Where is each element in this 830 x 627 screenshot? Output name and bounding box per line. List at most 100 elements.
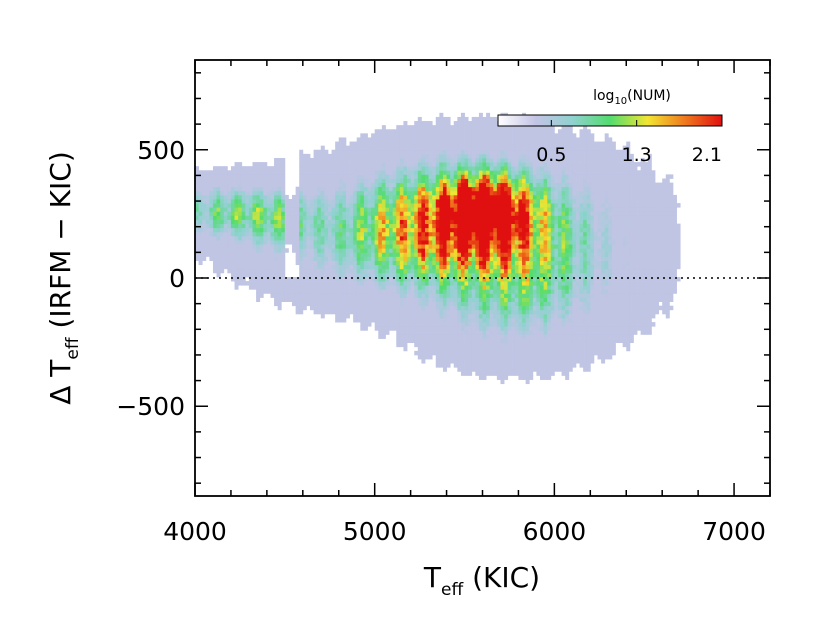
heatmap-cell (428, 194, 433, 200)
heatmap-cell (432, 252, 437, 257)
heatmap-cell (450, 272, 455, 278)
heatmap-cell (561, 268, 566, 274)
heatmap-cell (496, 166, 501, 171)
heatmap-cell (256, 199, 261, 204)
heatmap-cell (288, 211, 293, 216)
heatmap-cell (392, 186, 397, 192)
heatmap-cell (274, 252, 279, 257)
heatmap-cell (532, 199, 537, 204)
heatmap-cell (507, 125, 512, 130)
heatmap-cell (313, 178, 318, 183)
heatmap-cell (241, 264, 246, 270)
heatmap-cell (425, 145, 429, 151)
heatmap-cell (496, 334, 501, 339)
heatmap-cell (435, 116, 440, 122)
heatmap-cell (378, 133, 383, 138)
heatmap-cell (302, 174, 307, 179)
heatmap-cell (464, 342, 469, 348)
heatmap-cell (525, 133, 530, 138)
heatmap-cell (353, 305, 358, 311)
heatmap-cell (565, 211, 570, 216)
heatmap-cell (514, 166, 519, 171)
heatmap-cell (460, 281, 465, 286)
heatmap-cell (568, 125, 573, 130)
heatmap-cell (439, 174, 444, 179)
heatmap-cell (238, 256, 243, 261)
heatmap-cell (504, 141, 509, 147)
heatmap-cell (407, 264, 412, 270)
heatmap-cell (543, 334, 548, 339)
heatmap-cell (504, 235, 509, 241)
heatmap-cell (471, 334, 476, 339)
heatmap-cell (450, 309, 455, 315)
heatmap-cell (471, 313, 476, 319)
heatmap-cell (464, 293, 469, 298)
heatmap-cell (227, 186, 232, 192)
heatmap-cell (475, 322, 480, 327)
heatmap-cell (565, 289, 570, 294)
heatmap-cell (327, 309, 332, 315)
heatmap-cell (435, 285, 440, 290)
heatmap-cell (457, 342, 462, 348)
heatmap-cell (561, 285, 566, 290)
heatmap-cell (460, 342, 465, 348)
heatmap-cell (475, 330, 480, 335)
heatmap-cell (396, 141, 401, 147)
heatmap-cell (550, 322, 555, 327)
heatmap-cell (256, 248, 261, 253)
heatmap-cell (511, 363, 516, 368)
heatmap-cell (313, 256, 318, 261)
heatmap-cell (486, 272, 491, 278)
heatmap-cell (460, 326, 465, 331)
heatmap-cell (471, 276, 476, 282)
heatmap-cell (274, 264, 279, 270)
heatmap-cell (450, 133, 455, 138)
heatmap-cell (547, 334, 552, 339)
heatmap-cell (324, 268, 329, 274)
heatmap-cell (435, 268, 440, 274)
heatmap-cell (500, 190, 505, 196)
heatmap-cell (500, 174, 505, 179)
heatmap-cell (561, 219, 566, 225)
heatmap-cell (349, 157, 354, 163)
heatmap-cell (403, 121, 408, 126)
heatmap-cell (568, 313, 573, 319)
heatmap-cell (514, 289, 519, 294)
heatmap-cell (561, 153, 566, 159)
heatmap-cell (299, 178, 304, 183)
heatmap-cell (439, 157, 444, 163)
heatmap-cell (256, 264, 261, 270)
heatmap-cell (220, 231, 225, 237)
heatmap-cell (478, 363, 483, 368)
heatmap-cell (457, 153, 462, 159)
heatmap-cell (529, 305, 534, 311)
heatmap-cell (522, 244, 527, 249)
heatmap-cell (450, 276, 455, 282)
heatmap-cell (550, 276, 555, 282)
heatmap-cell (468, 244, 473, 249)
heatmap-cell (277, 289, 282, 294)
heatmap-cell (302, 244, 307, 249)
heatmap-cell (550, 207, 555, 212)
heatmap-cell (565, 354, 570, 360)
heatmap-cell (446, 244, 451, 249)
heatmap-cell (486, 129, 491, 134)
heatmap-cell (529, 268, 534, 274)
heatmap-cell (371, 289, 376, 294)
heatmap-cell (230, 199, 235, 204)
heatmap-cell (471, 289, 476, 294)
heatmap-cell (378, 264, 383, 270)
heatmap-cell (428, 190, 433, 196)
heatmap-cell (471, 342, 476, 348)
heatmap-cell (256, 170, 261, 175)
heatmap-cell (256, 289, 261, 294)
heatmap-cell (565, 141, 570, 147)
heatmap-cell (414, 137, 419, 142)
heatmap-cell (320, 199, 325, 204)
heatmap-cell (482, 248, 487, 253)
heatmap-cell (504, 157, 509, 163)
heatmap-cell (557, 289, 562, 294)
heatmap-cell (489, 330, 494, 335)
heatmap-cell (324, 199, 329, 204)
heatmap-cell (367, 272, 372, 278)
